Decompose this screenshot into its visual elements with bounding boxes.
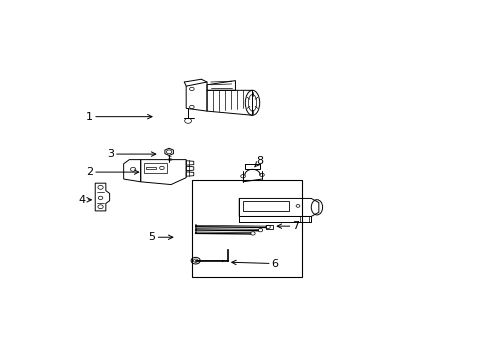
- Text: 6: 6: [231, 258, 278, 269]
- Text: 3: 3: [107, 149, 156, 159]
- Text: 4: 4: [78, 195, 91, 205]
- Text: 7: 7: [277, 221, 299, 231]
- Text: 2: 2: [86, 167, 139, 177]
- Bar: [191, 180, 301, 278]
- Text: 1: 1: [86, 112, 152, 122]
- Text: 5: 5: [148, 232, 172, 242]
- Text: 8: 8: [254, 156, 263, 167]
